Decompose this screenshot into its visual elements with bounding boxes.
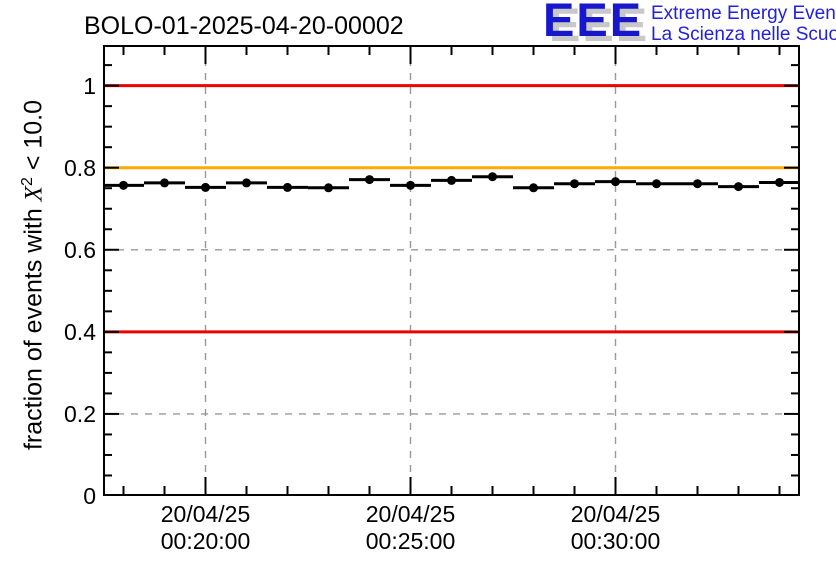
y-tick-label: 0.2 (64, 400, 96, 427)
x-tick-label-time: 00:25:00 (365, 528, 456, 554)
x-tick-label: 20/04/25 00:20:00 (126, 501, 286, 555)
eee-logo-line1: Extreme Energy Events (651, 3, 836, 24)
eee-logo-line2: La Scienza nelle Scuole (651, 24, 836, 45)
plot-area (103, 45, 800, 496)
x-tick-label: 20/04/25 00:30:00 (536, 501, 696, 555)
page-title: BOLO-01-2025-04-20-00002 (84, 12, 404, 40)
y-tick-label: 0.4 (64, 318, 96, 345)
chi-exponent: 2 (19, 177, 36, 187)
data-point-marker (734, 182, 743, 192)
data-point-marker (406, 180, 415, 190)
x-tick-label-date: 20/04/25 (365, 501, 456, 527)
data-point-marker (775, 177, 784, 187)
data-point-marker (611, 177, 620, 187)
x-tick-label-time: 00:30:00 (570, 528, 661, 554)
chart-svg (103, 45, 800, 496)
data-point-marker (652, 179, 661, 189)
eee-logo-acronym: EEE (543, 0, 644, 46)
data-point-marker (488, 172, 497, 182)
x-tick-label: 20/04/25 00:25:00 (331, 501, 491, 555)
eee-logo-text: Extreme Energy Events La Scienza nelle S… (651, 3, 836, 45)
plot-frame (103, 45, 800, 496)
data-point-marker (447, 175, 456, 185)
data-point-marker (160, 178, 169, 188)
data-point-marker (283, 182, 292, 192)
chi-symbol: X (20, 186, 48, 202)
data-point-marker (365, 175, 374, 185)
y-tick-label: 1 (83, 72, 96, 99)
y-axis-title: fraction of events with X2 < 10.0 (19, 55, 53, 495)
data-point-marker (529, 183, 538, 193)
data-point-marker (570, 179, 579, 189)
data-point-marker (324, 183, 333, 193)
y-tick-label: 0 (83, 483, 96, 509)
data-point-marker (693, 179, 702, 189)
data-point-marker (242, 178, 251, 188)
y-tick-label: 0.8 (64, 154, 96, 181)
x-tick-label-date: 20/04/25 (160, 501, 251, 527)
data-point-marker (119, 180, 128, 190)
x-tick-label-date: 20/04/25 (570, 501, 661, 527)
y-tick-label: 0.6 (64, 236, 96, 263)
x-tick-label-time: 00:20:00 (160, 528, 251, 554)
data-point-marker (201, 182, 210, 192)
